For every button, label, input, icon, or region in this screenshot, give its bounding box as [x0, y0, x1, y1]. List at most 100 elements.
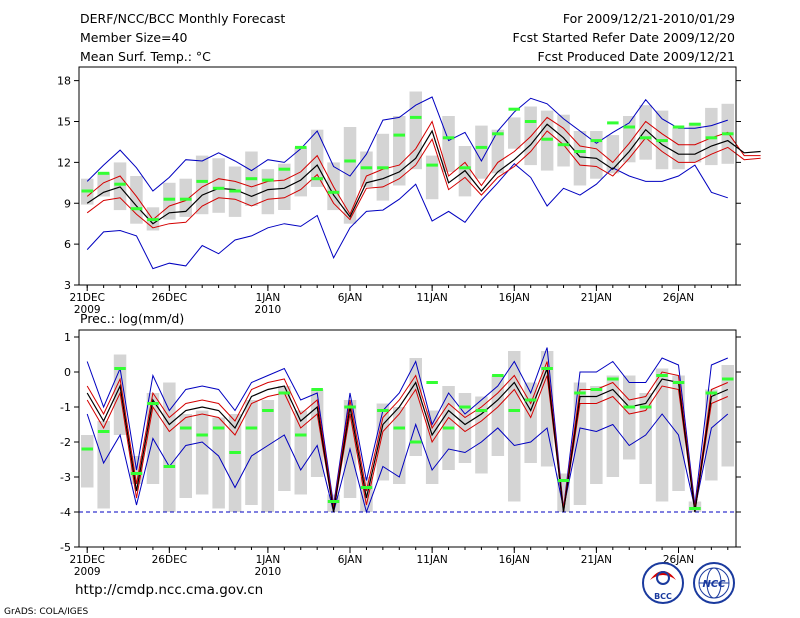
median-marker [607, 121, 619, 125]
box-bar [639, 105, 652, 160]
median-marker [163, 465, 176, 468]
median-marker [97, 430, 110, 433]
ncc-logo-text: NCC [702, 579, 726, 590]
median-marker [574, 391, 586, 395]
box-bar [623, 375, 636, 460]
y-tick-label: -2 [60, 436, 71, 449]
median-marker [393, 426, 405, 430]
x-tick-year-label: 2010 [255, 304, 282, 316]
median-marker [656, 139, 668, 143]
box-bar [557, 114, 570, 167]
box-bar [475, 125, 488, 179]
ensemble-mean-line [86, 368, 729, 513]
median-marker [508, 409, 520, 412]
median-marker [475, 409, 488, 412]
header-started: Fcst Started Refer Date 2009/12/20 [513, 30, 736, 45]
y-tick-label: 0 [64, 366, 71, 379]
header-produced: Fcst Produced Date 2009/12/21 [537, 49, 735, 64]
median-marker [180, 197, 192, 201]
box-bar [491, 129, 505, 174]
min-line [86, 163, 728, 270]
box-bar [606, 375, 620, 477]
median-marker [607, 377, 619, 381]
median-marker [557, 479, 570, 482]
median-marker [180, 426, 192, 430]
median-marker [475, 145, 488, 149]
box-bar [508, 117, 521, 149]
median-marker [196, 433, 208, 437]
median-marker [327, 500, 340, 503]
median-marker [262, 178, 274, 182]
median-marker [360, 166, 373, 170]
median-marker [245, 177, 258, 181]
precip-title: Prec.: log(mm/d) [80, 311, 184, 326]
median-marker [278, 167, 291, 171]
median-marker [163, 197, 176, 201]
box-bar [655, 368, 669, 502]
median-marker [656, 374, 668, 377]
median-marker [557, 143, 570, 147]
lower-spread-line [86, 375, 728, 513]
box-bar [228, 414, 242, 512]
median-marker [360, 486, 373, 489]
median-marker [639, 136, 652, 140]
y-tick-label: 9 [64, 197, 71, 210]
box-bar [212, 417, 225, 509]
median-marker [212, 426, 225, 430]
x-tick-label: 16JAN [499, 292, 530, 304]
box-bar [81, 435, 94, 488]
box-bar [590, 131, 603, 179]
median-marker [81, 189, 93, 193]
box-bar [409, 91, 422, 170]
median-marker [147, 402, 159, 405]
box-bar [113, 162, 127, 211]
median-marker [245, 426, 258, 430]
median-marker [722, 377, 734, 381]
median-marker [97, 171, 110, 175]
median-marker [492, 374, 504, 377]
median-marker [508, 107, 520, 111]
y-tick-label: 18 [57, 75, 71, 88]
median-marker [672, 381, 685, 384]
median-marker [639, 405, 652, 409]
grads-credit: GrADS: COLA/IGES [4, 607, 88, 617]
median-marker [492, 132, 504, 136]
median-marker [410, 440, 422, 444]
median-marker [229, 189, 241, 193]
box-bar [524, 382, 537, 463]
median-marker [130, 472, 143, 475]
box-bar [573, 131, 587, 186]
plot-frame [78, 329, 737, 548]
max-line [86, 96, 728, 192]
x-tick-label: 6JAN [338, 554, 363, 566]
x-tick-label: 21JAN [581, 554, 612, 566]
box-bar [179, 414, 192, 498]
box-bar [393, 116, 406, 186]
median-marker [459, 166, 471, 170]
median-marker [426, 163, 438, 167]
y-tick-label: -4 [60, 506, 71, 519]
box-bar [393, 407, 406, 484]
median-marker [344, 405, 356, 409]
median-marker [262, 409, 274, 412]
median-marker [81, 447, 93, 451]
x-tick-label: 26JAN [663, 292, 694, 304]
box-bar [639, 393, 652, 484]
ncc-logo: NCC [693, 562, 735, 604]
box-bar [442, 116, 455, 172]
median-marker [311, 388, 323, 391]
median-marker [377, 409, 389, 412]
box-bar [491, 375, 505, 456]
upper-spread-line [86, 116, 761, 221]
median-marker [344, 159, 356, 163]
footer-url[interactable]: http://cmdp.ncc.cma.gov.cn [75, 582, 263, 598]
x-tick-label: 6JAN [338, 292, 363, 304]
box-bar [475, 396, 488, 474]
x-tick-label: 26DEC [152, 554, 187, 566]
median-marker [590, 139, 603, 143]
x-tick-label: 11JAN [416, 292, 447, 304]
